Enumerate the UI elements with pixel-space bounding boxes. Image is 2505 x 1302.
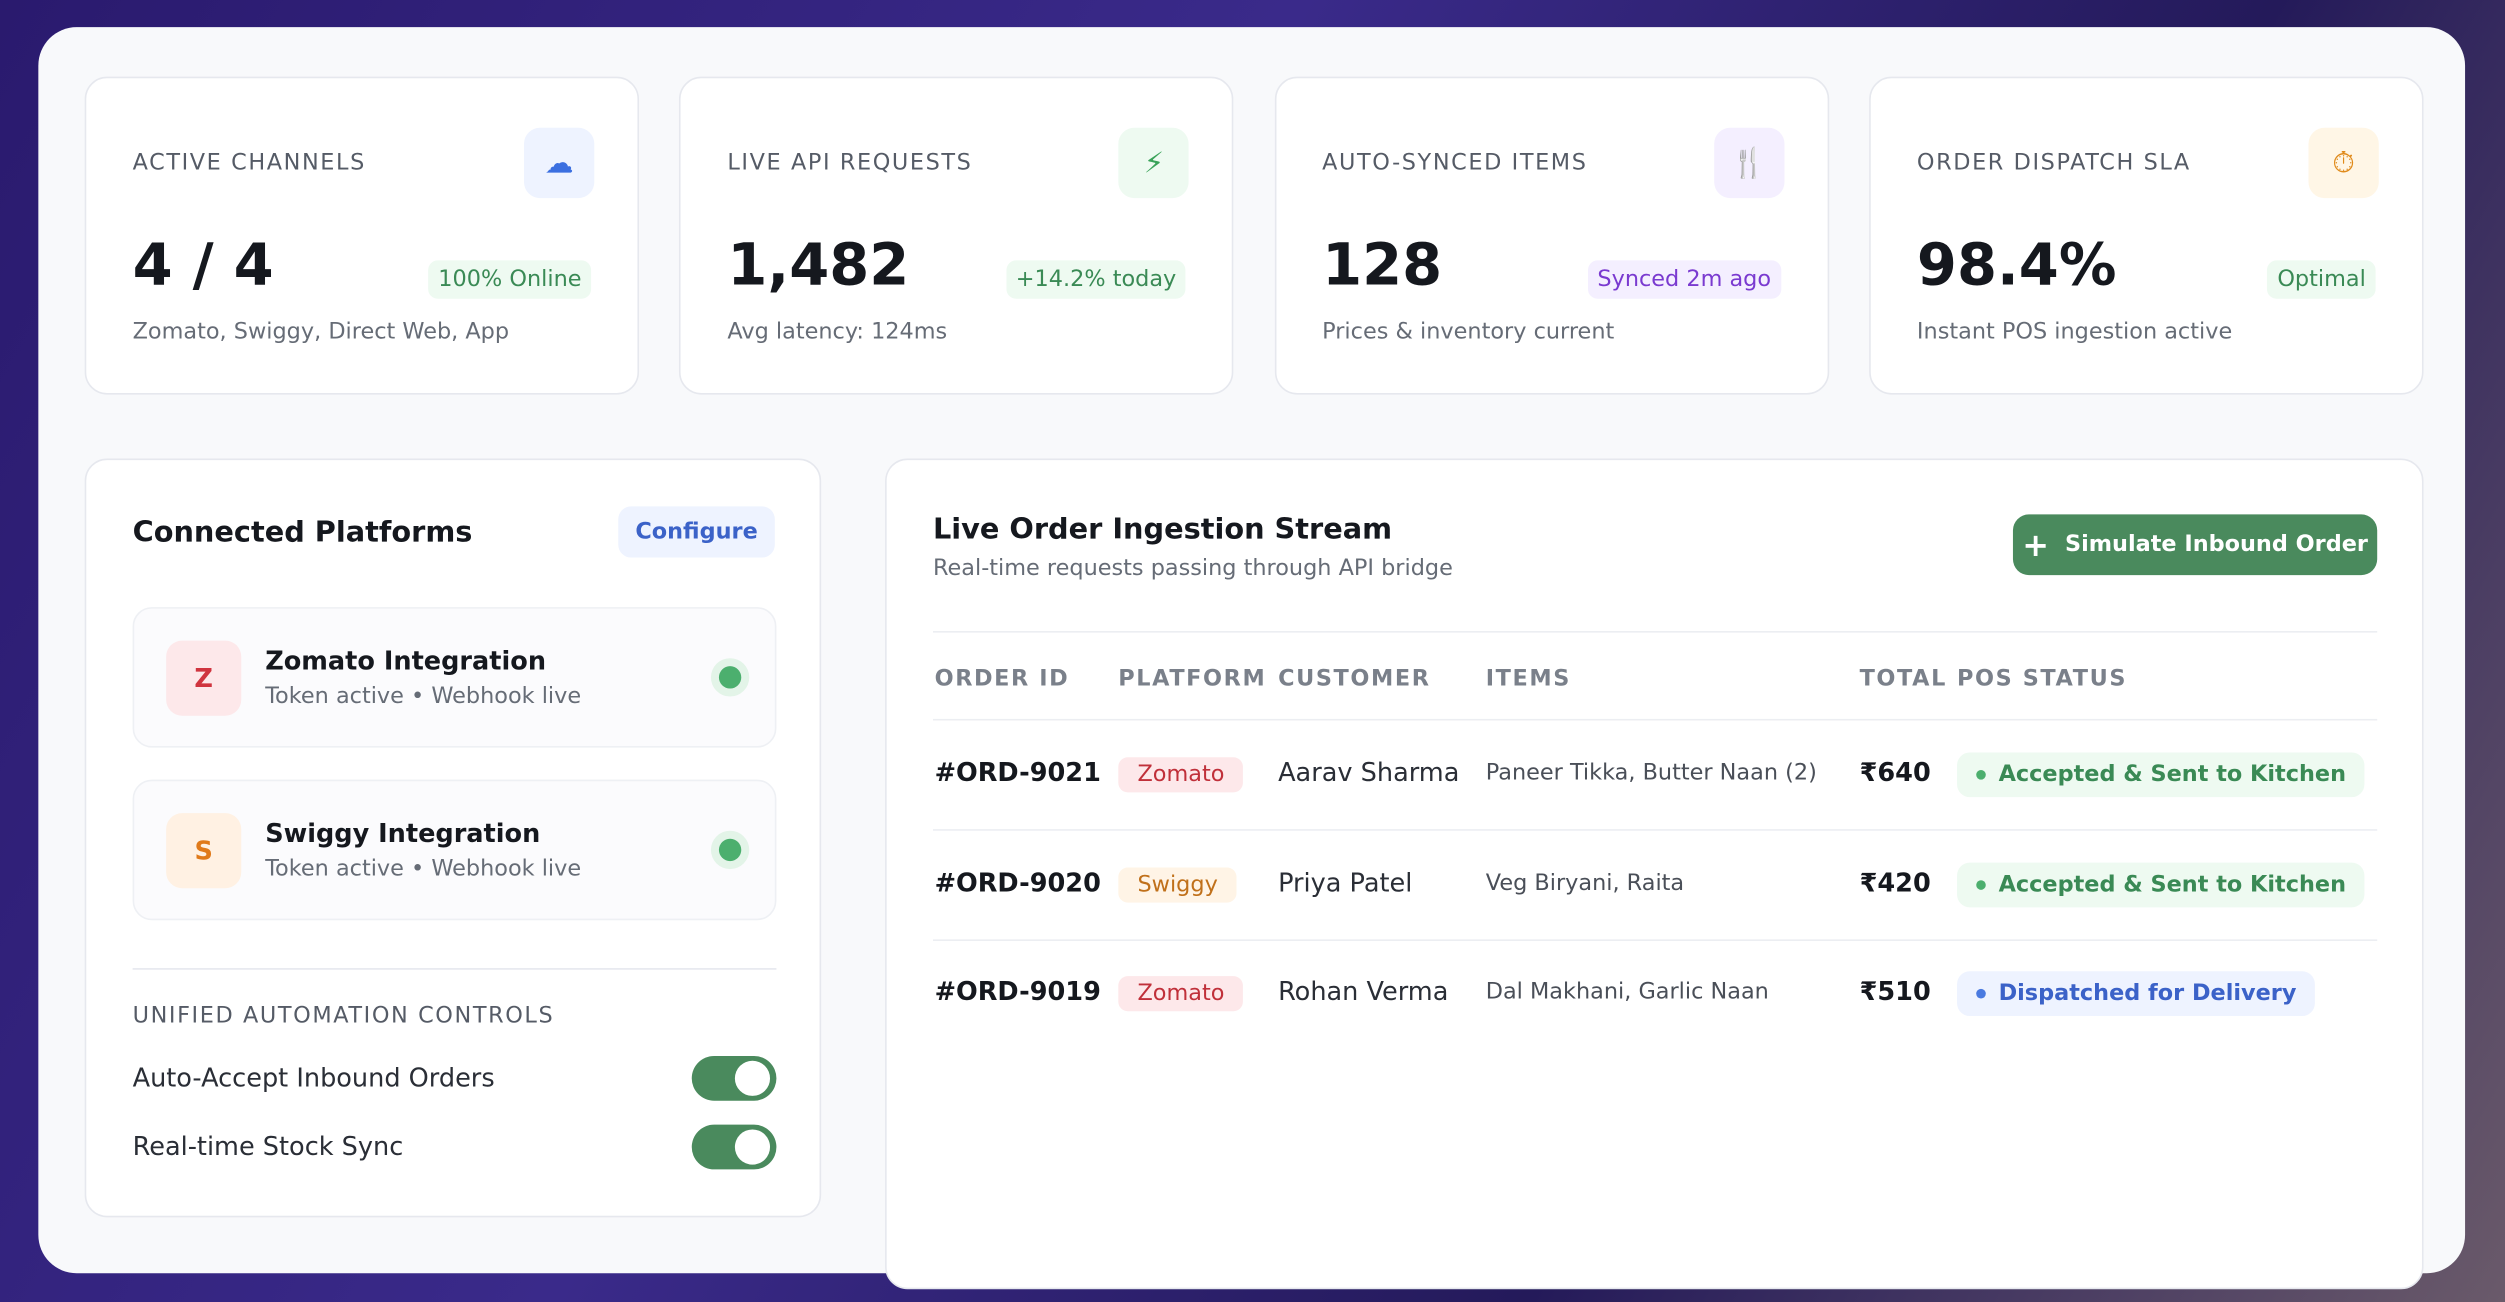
toggle[interactable]	[691, 1124, 777, 1170]
stat-value: 4 / 4	[132, 233, 274, 299]
column-header: POS STATUS	[1957, 666, 2128, 692]
plus-icon: +	[2022, 525, 2049, 564]
stat-label: ORDER DISPATCH SLA	[1916, 150, 2191, 176]
status-badge: Accepted & Sent to Kitchen	[1957, 861, 2366, 907]
total: ₹640	[1859, 757, 1931, 788]
column-header: CUSTOMER	[1278, 666, 1431, 692]
platform-badge: Zomato	[1118, 757, 1244, 793]
controls-title: UNIFIED AUTOMATION CONTROLS	[132, 1003, 555, 1029]
toggle-knob	[734, 1129, 771, 1165]
items: Dal Makhani, Garlic Naan	[1485, 979, 1769, 1005]
row-divider	[932, 631, 2378, 633]
stat-icon: ⏱	[2308, 127, 2379, 199]
platform-avatar: S	[166, 813, 242, 889]
status-dot	[1976, 770, 1986, 780]
stream-panel: Live Order Ingestion Stream Real-time req…	[885, 458, 2424, 1290]
stat-label: LIVE API REQUESTS	[727, 150, 973, 176]
order-id: #ORD-9021	[934, 757, 1101, 788]
row-divider	[932, 939, 2378, 941]
order-id: #ORD-9020	[934, 866, 1101, 898]
row-divider	[932, 829, 2378, 831]
status-text: Accepted & Sent to Kitchen	[1998, 871, 2347, 898]
stat-note: Avg latency: 124ms	[727, 319, 948, 346]
items: Paneer Tikka, Butter Naan (2)	[1485, 760, 1817, 786]
items: Veg Biryani, Raita	[1485, 869, 1685, 896]
stat-card: ORDER DISPATCH SLA ⏱ 98.4% Optimal Instant P…	[1868, 76, 2424, 395]
control-label: Auto-Accept Inbound Orders	[132, 1062, 495, 1093]
configure-button[interactable]: Configure	[618, 506, 775, 558]
stat-badge: 100% Online	[428, 260, 592, 299]
column-header: PLATFORM	[1118, 666, 1267, 692]
toggle-knob	[734, 1060, 771, 1096]
stat-icon: ☁	[524, 127, 595, 199]
platform-status: Token active • Webhook live	[265, 856, 582, 882]
stat-note: Instant POS ingestion active	[1916, 319, 2233, 346]
divider	[132, 968, 777, 970]
customer: Priya Patel	[1278, 866, 1413, 898]
platform-item: S Swiggy Integration Token active • Webhoo…	[132, 779, 777, 921]
customer: Rohan Verma	[1278, 976, 1449, 1007]
toggle[interactable]	[691, 1055, 777, 1101]
platform-avatar: Z	[166, 640, 242, 716]
status-text: Accepted & Sent to Kitchen	[1998, 762, 2347, 788]
row-divider	[932, 718, 2378, 721]
stat-card: ACTIVE CHANNELS ☁ 4 / 4 100% Online Zomato, …	[84, 76, 640, 395]
stat-value: 98.4%	[1916, 233, 2117, 299]
column-header: ORDER ID	[934, 666, 1070, 692]
column-header: TOTAL	[1859, 666, 1947, 692]
platform-name: Swiggy Integration	[265, 817, 541, 849]
status-dot	[1976, 988, 1986, 999]
stat-note: Zomato, Swiggy, Direct Web, App	[132, 319, 510, 346]
total: ₹510	[1859, 976, 1931, 1007]
stat-badge: +14.2% today	[1006, 260, 1186, 299]
status-text: Dispatched for Delivery	[1998, 980, 2297, 1007]
simulate-button[interactable]: + Simulate Inbound Order	[2012, 514, 2378, 576]
stat-badge: Optimal	[2267, 260, 2376, 299]
stat-badge: Synced 2m ago	[1587, 260, 1781, 299]
stat-icon: 🍴	[1713, 127, 1784, 199]
platforms-panel: Connected Platforms Configure Z Zomato Inte…	[84, 458, 822, 1218]
stat-card: AUTO-SYNCED ITEMS 🍴 128 Synced 2m ago Prices…	[1274, 76, 1829, 395]
order-id: #ORD-9019	[934, 976, 1101, 1007]
stat-note: Prices & inventory current	[1322, 319, 1615, 346]
platform-badge: Zomato	[1118, 976, 1244, 1012]
column-header: ITEMS	[1485, 666, 1571, 692]
stream-subtitle: Real-time requests passing through API b…	[932, 555, 1453, 582]
platform-name: Zomato Integration	[265, 645, 547, 676]
status-dot	[718, 666, 742, 689]
status-dot	[718, 838, 742, 862]
button-label: Simulate Inbound Order	[2064, 531, 2368, 558]
panel-title: Connected Platforms	[132, 516, 473, 550]
stat-card: LIVE API REQUESTS ⚡ 1,482 +14.2% today Avg l…	[679, 76, 1234, 395]
stat-label: AUTO-SYNCED ITEMS	[1322, 150, 1588, 176]
status-badge: Dispatched for Delivery	[1957, 971, 2316, 1017]
total: ₹420	[1859, 866, 1931, 898]
customer: Aarav Sharma	[1278, 757, 1460, 788]
platform-status: Token active • Webhook live	[265, 683, 582, 710]
status-badge: Accepted & Sent to Kitchen	[1957, 752, 2366, 798]
stream-title: Live Order Ingestion Stream	[932, 512, 1393, 547]
platform-badge: Swiggy	[1118, 866, 1238, 902]
status-dot	[1976, 879, 1986, 890]
stat-value: 1,482	[727, 233, 910, 299]
stat-label: ACTIVE CHANNELS	[132, 150, 366, 176]
platform-item: Z Zomato Integration Token active • Webhoo…	[132, 607, 777, 748]
stat-value: 128	[1322, 233, 1443, 299]
stat-icon: ⚡	[1118, 127, 1190, 199]
control-label: Real-time Stock Sync	[132, 1131, 404, 1162]
